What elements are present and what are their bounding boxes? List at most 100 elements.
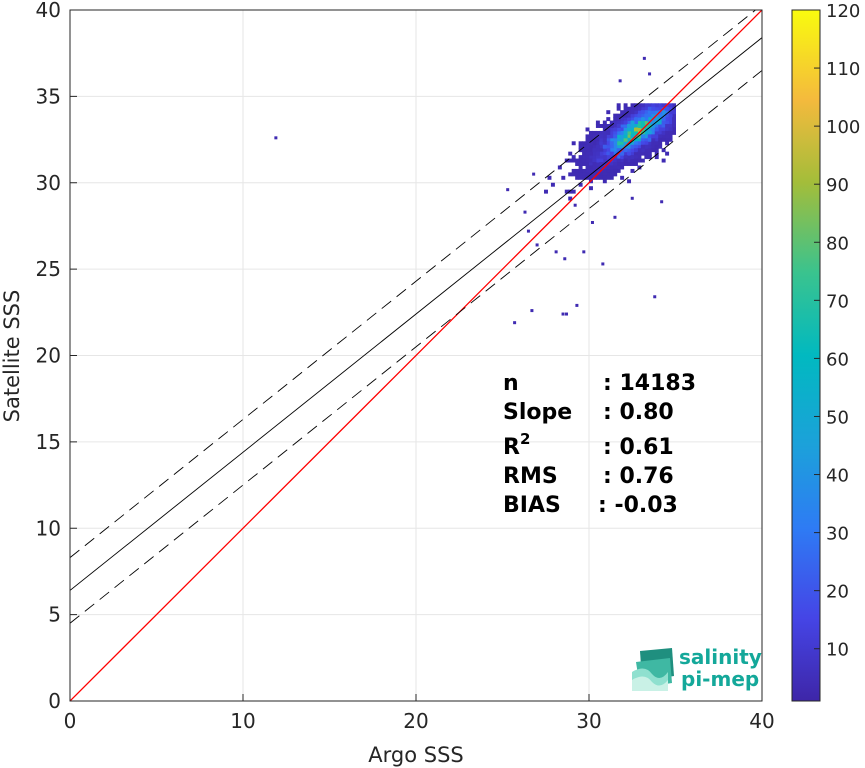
logo-text-line1: salinity bbox=[679, 645, 762, 669]
density-bin bbox=[627, 179, 632, 184]
density-bin bbox=[613, 134, 618, 139]
density-bin bbox=[602, 148, 607, 153]
colorbar-tick-label: 90 bbox=[826, 175, 849, 196]
density-bin bbox=[578, 144, 583, 149]
density-bin bbox=[633, 151, 638, 156]
outlier-point bbox=[573, 203, 577, 207]
y-tick-label: 15 bbox=[36, 430, 61, 454]
density-bin bbox=[589, 141, 593, 146]
density-bin bbox=[668, 130, 673, 135]
density-bin bbox=[595, 155, 600, 160]
density-bin bbox=[668, 124, 673, 128]
density-bin bbox=[582, 144, 587, 149]
density-bin bbox=[640, 120, 645, 125]
density-bin bbox=[595, 141, 600, 146]
stat-value: : 14183 bbox=[603, 371, 696, 396]
density-bin bbox=[630, 103, 635, 108]
colorbar-tick-label: 100 bbox=[826, 117, 860, 138]
density-bin bbox=[630, 144, 635, 149]
density-bin bbox=[623, 134, 628, 139]
density-bin bbox=[592, 141, 597, 146]
density-bin bbox=[654, 141, 659, 146]
density-bin bbox=[661, 103, 666, 108]
density-bin bbox=[654, 155, 659, 160]
density-bin bbox=[633, 144, 638, 149]
density-bin bbox=[644, 106, 649, 111]
density-bin bbox=[647, 144, 652, 149]
density-bin bbox=[557, 165, 562, 170]
density-bin bbox=[627, 127, 632, 132]
density-bin bbox=[582, 148, 587, 153]
density-bin bbox=[599, 151, 604, 156]
density-bin bbox=[651, 127, 656, 132]
density-bin bbox=[595, 158, 600, 163]
density-bin bbox=[582, 141, 587, 146]
density-bin bbox=[589, 144, 593, 149]
density-bin bbox=[595, 148, 600, 153]
density-bin bbox=[651, 148, 656, 153]
density-bin bbox=[654, 137, 659, 142]
outlier-point bbox=[575, 303, 579, 307]
outlier-point bbox=[590, 220, 594, 224]
outlier-point bbox=[506, 188, 510, 192]
density-bin bbox=[633, 124, 638, 128]
density-bin bbox=[623, 110, 628, 115]
density-bin bbox=[595, 120, 600, 125]
density-bin bbox=[665, 106, 670, 111]
density-bin bbox=[647, 137, 652, 142]
density-bin bbox=[616, 120, 621, 125]
density-bin bbox=[637, 113, 642, 118]
density-bin bbox=[575, 158, 580, 163]
density-bin bbox=[672, 110, 676, 115]
density-bin bbox=[564, 189, 569, 194]
density-bin bbox=[585, 134, 590, 139]
density-bin bbox=[620, 165, 625, 170]
density-bin bbox=[630, 168, 635, 173]
density-bin bbox=[630, 127, 635, 132]
density-bin bbox=[661, 124, 666, 128]
density-bin bbox=[672, 130, 676, 135]
density-bin bbox=[651, 124, 656, 128]
density-bin bbox=[575, 168, 580, 173]
density-bin bbox=[568, 151, 573, 156]
density-bin bbox=[606, 127, 611, 132]
density-bin bbox=[606, 141, 611, 146]
density-bin bbox=[613, 158, 618, 163]
density-bin bbox=[637, 137, 642, 142]
density-bin bbox=[582, 162, 587, 166]
density-bin bbox=[592, 155, 597, 160]
density-bin bbox=[623, 117, 628, 122]
density-bin bbox=[644, 103, 649, 108]
density-bin bbox=[620, 162, 625, 166]
density-bin bbox=[640, 144, 645, 149]
density-bin bbox=[571, 155, 576, 160]
density-bin bbox=[620, 158, 625, 163]
density-bin bbox=[606, 172, 611, 177]
density-bin bbox=[651, 113, 656, 118]
stat-value: : 0.61 bbox=[603, 435, 674, 460]
outlier-point bbox=[642, 56, 646, 60]
density-bin bbox=[651, 110, 656, 115]
outlier-point bbox=[630, 196, 634, 200]
colorbar-tick-label: 20 bbox=[826, 582, 849, 603]
density-bin bbox=[627, 144, 632, 149]
density-bin bbox=[658, 103, 663, 108]
density-bin bbox=[637, 103, 642, 108]
density-bin bbox=[606, 148, 611, 153]
density-bin bbox=[654, 130, 659, 135]
density-bin bbox=[644, 120, 649, 125]
outlier-point bbox=[618, 79, 622, 83]
density-bin bbox=[585, 148, 590, 153]
density-bin bbox=[578, 158, 583, 163]
density-bin bbox=[599, 162, 604, 166]
density-bin bbox=[647, 141, 652, 146]
density-bin bbox=[644, 151, 649, 156]
density-bin bbox=[616, 106, 621, 111]
outlier-point bbox=[554, 250, 558, 254]
density-bin bbox=[616, 155, 621, 160]
density-bin bbox=[647, 130, 652, 135]
density-bin bbox=[568, 172, 573, 177]
outlier-point bbox=[648, 72, 652, 76]
density-bin bbox=[578, 182, 583, 187]
density-bin bbox=[665, 117, 670, 122]
